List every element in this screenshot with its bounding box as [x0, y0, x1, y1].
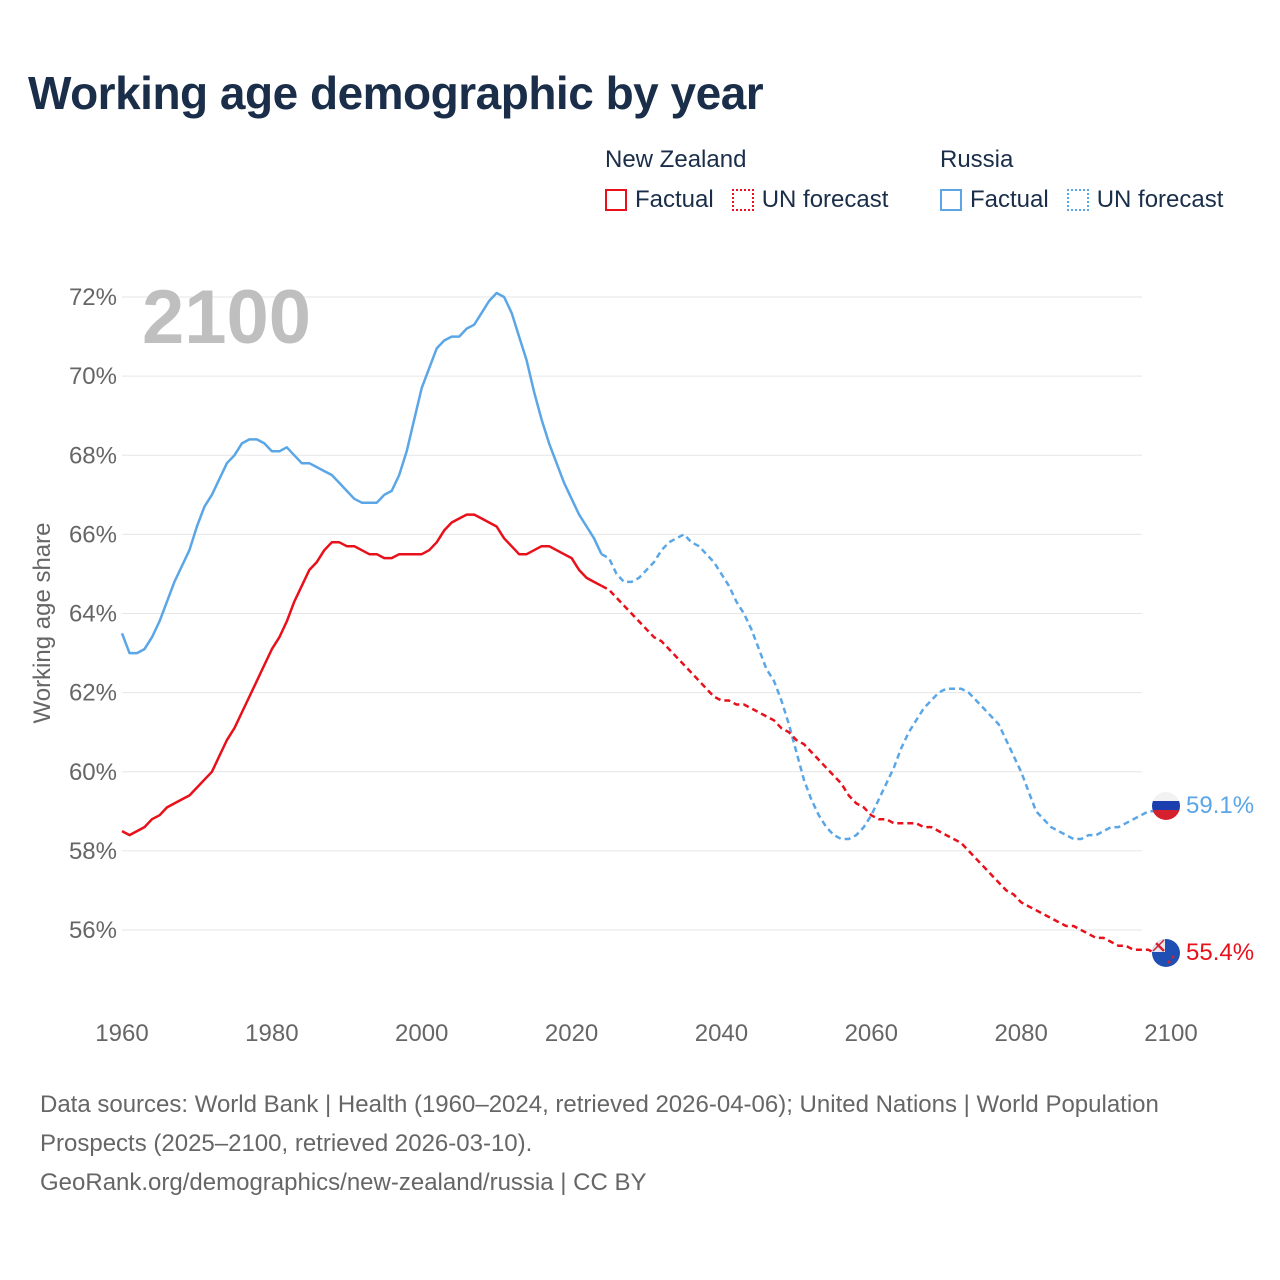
legend-item-nz-forecast[interactable]: UN forecast	[731, 186, 889, 214]
y-tick-label: 58%	[69, 838, 117, 865]
y-tick-label: 68%	[69, 442, 117, 469]
end-label-new-zealand: 55.4%	[1186, 939, 1254, 966]
russia-flag-icon	[1152, 792, 1180, 820]
series-line-new-zealand-forecast	[600, 584, 1171, 955]
x-tick-labels: 1960 1980 2000 2020 2040 2060 2080 2100	[95, 1020, 1197, 1047]
legend-label: UN forecast	[1096, 186, 1224, 213]
legend-label: UN forecast	[761, 186, 889, 213]
y-tick-label: 70%	[69, 363, 117, 390]
x-tick-label: 1960	[95, 1020, 148, 1047]
y-tick-labels: 56% 58% 60% 62% 64% 66% 68% 70% 72%	[69, 284, 117, 944]
y-tick-label: 60%	[69, 759, 117, 786]
grid-lines	[122, 296, 1142, 931]
legend-label: Factual	[635, 186, 714, 213]
x-tick-label: 2000	[395, 1020, 448, 1047]
legend-swatch-dotted	[1066, 189, 1089, 211]
legend-new-zealand: New Zealand Factual UN forecast	[605, 146, 906, 214]
y-tick-label: 56%	[69, 917, 117, 944]
legend-swatch-solid	[940, 189, 962, 211]
x-tick-label: 2080	[994, 1020, 1047, 1047]
legend-group-name: Russia	[940, 146, 1014, 173]
series-line-russia-factual	[120, 291, 603, 655]
series-line-new-zealand-factual	[121, 513, 603, 837]
legend-russia: Russia Factual UN forecast	[940, 146, 1241, 214]
y-tick-label: 62%	[69, 680, 117, 707]
y-tick-label: 66%	[69, 521, 117, 548]
legend-item-ru-forecast[interactable]: UN forecast	[1066, 186, 1224, 214]
year-watermark: 2100	[142, 275, 311, 360]
line-chart: 56% 58% 60% 62% 64% 66% 68% 70% 72% 1960 1980 2000…	[29, 275, 1254, 1047]
data-sources: Data sources: World Bank | Health (1960–…	[40, 1085, 1220, 1202]
legend-label: Factual	[970, 186, 1049, 213]
x-tick-label: 2040	[695, 1020, 748, 1047]
legend-group-name: New Zealand	[605, 146, 747, 173]
legend-swatch-dotted	[731, 189, 754, 211]
series-lines	[120, 291, 1171, 955]
x-tick-label: 2020	[545, 1020, 598, 1047]
y-tick-label: 64%	[69, 601, 117, 628]
series-line-russia-forecast	[600, 533, 1171, 841]
new-zealand-flag-icon	[1152, 939, 1180, 967]
legend-item-nz-factual[interactable]: Factual	[605, 186, 714, 214]
y-tick-label: 72%	[69, 284, 117, 311]
legend-swatch-solid	[605, 189, 627, 211]
license-link[interactable]: GeoRank.org/demographics/new-zealand/rus…	[40, 1169, 647, 1196]
chart-title: Working age demographic by year	[28, 67, 764, 119]
sources-text: Data sources: World Bank | Health (1960–…	[40, 1091, 1159, 1157]
end-label-russia: 59.1%	[1186, 792, 1254, 819]
y-axis-label: Working age share	[29, 523, 56, 724]
x-tick-label: 2100	[1144, 1020, 1197, 1047]
legend-item-ru-factual[interactable]: Factual	[940, 186, 1049, 214]
x-tick-label: 1980	[245, 1020, 298, 1047]
x-tick-label: 2060	[845, 1020, 898, 1047]
